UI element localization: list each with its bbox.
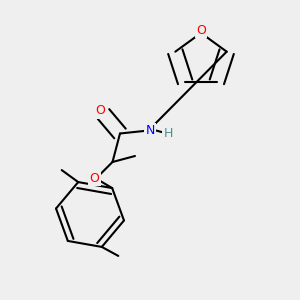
Text: O: O [196,23,206,37]
Text: H: H [163,127,173,140]
Text: O: O [96,104,105,118]
Text: O: O [90,172,99,185]
Text: N: N [145,124,155,137]
